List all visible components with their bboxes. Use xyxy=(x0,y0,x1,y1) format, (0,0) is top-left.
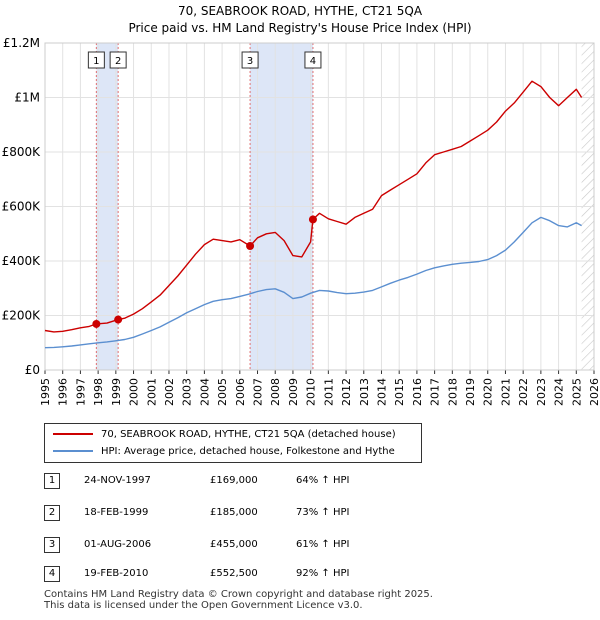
sale-label-frame xyxy=(241,51,259,69)
y-tick-label: £0 xyxy=(25,363,40,377)
attribution-line: Contains HM Land Registry data © Crown c… xyxy=(44,589,433,600)
x-tick-label: 1995 xyxy=(39,378,52,406)
x-tick-label: 2025 xyxy=(570,378,583,406)
sale-label-frame xyxy=(87,51,105,69)
x-tick-label: 2006 xyxy=(234,378,247,406)
sale-label-frame xyxy=(109,51,127,69)
legend-swatch-hpi xyxy=(53,450,93,452)
x-tick-label: 2001 xyxy=(145,378,158,406)
transaction-price: £552,500 xyxy=(210,568,258,579)
legend-label-hpi: HPI: Average price, detached house, Folk… xyxy=(101,446,395,457)
x-tick-label: 2018 xyxy=(446,378,459,406)
plot-frame xyxy=(44,42,595,371)
x-tick-label: 1996 xyxy=(57,378,70,406)
x-tick-label: 1999 xyxy=(110,378,123,406)
x-tick-label: 1998 xyxy=(92,378,105,406)
hpi-line xyxy=(44,216,582,349)
transaction-price: £169,000 xyxy=(210,475,258,486)
x-tick-label: 2020 xyxy=(482,378,495,406)
sale-label-box: 2 xyxy=(109,51,127,69)
x-tick-label: 2016 xyxy=(411,378,424,406)
x-tick-label: 2004 xyxy=(198,378,211,406)
y-tick-label: £1M xyxy=(14,91,40,105)
x-tick-label: 2005 xyxy=(216,378,229,406)
y-tick-label: £1.2M xyxy=(3,36,40,50)
y-tick-label: £200K xyxy=(2,309,42,323)
legend-label-property: 70, SEABROOK ROAD, HYTHE, CT21 5QA (deta… xyxy=(101,429,396,440)
transaction-marker: 4 xyxy=(44,566,60,582)
x-tick-label: 1997 xyxy=(74,378,87,406)
y-tick-label: £600K xyxy=(2,200,42,214)
legend-item-property: 70, SEABROOK ROAD, HYTHE, CT21 5QA (deta… xyxy=(53,427,396,443)
sale-label-frame xyxy=(304,51,322,69)
transaction-hpi-change: 73% ↑ HPI xyxy=(296,507,350,518)
transaction-date: 19-FEB-2010 xyxy=(84,568,149,579)
chart-legend: 70, SEABROOK ROAD, HYTHE, CT21 5QA (deta… xyxy=(44,423,422,463)
legend-item-hpi: HPI: Average price, detached house, Folk… xyxy=(53,444,395,460)
sale-label-number: 3 xyxy=(247,56,253,67)
x-tick-label: 2023 xyxy=(535,378,548,406)
license-line: This data is licensed under the Open Gov… xyxy=(44,600,363,611)
transaction-hpi-change: 92% ↑ HPI xyxy=(296,568,350,579)
price-chart: 70, SEABROOK ROAD, HYTHE, CT21 5QA Price … xyxy=(2,4,600,406)
transaction-date: 24-NOV-1997 xyxy=(84,475,151,486)
legend-swatch-property xyxy=(53,433,93,435)
transaction-marker: 1 xyxy=(44,473,60,489)
sale-label-box: 1 xyxy=(87,51,105,69)
sale-label-box: 4 xyxy=(304,51,322,69)
attribution-footer: Contains HM Land Registry data © Crown c… xyxy=(44,589,433,611)
x-tick-label: 2024 xyxy=(553,378,566,406)
transaction-date: 18-FEB-1999 xyxy=(84,507,149,518)
chart-title: 70, SEABROOK ROAD, HYTHE, CT21 5QA xyxy=(178,4,423,18)
sale-label-box: 3 xyxy=(241,51,259,69)
chart-subtitle: Price paid vs. HM Land Registry's House … xyxy=(128,21,471,35)
transaction-hpi-change: 64% ↑ HPI xyxy=(296,475,350,486)
x-tick-label: 2021 xyxy=(499,378,512,406)
transaction-hpi-change: 61% ↑ HPI xyxy=(296,539,350,550)
sale-label-number: 1 xyxy=(93,56,99,67)
x-tick-label: 2007 xyxy=(252,378,265,406)
x-tick-label: 2000 xyxy=(128,378,141,406)
x-tick-label: 2012 xyxy=(340,378,353,406)
transaction-price: £455,000 xyxy=(210,539,258,550)
x-tick-label: 2026 xyxy=(588,378,600,406)
x-tick-label: 2019 xyxy=(464,378,477,406)
x-tick-label: 2017 xyxy=(429,378,442,406)
x-tick-label: 2009 xyxy=(287,378,300,406)
sale-point xyxy=(246,242,255,251)
y-tick-label: £800K xyxy=(2,145,42,159)
sale-label-number: 4 xyxy=(310,56,316,67)
x-tick-label: 2011 xyxy=(322,378,335,406)
y-tick-label: £400K xyxy=(2,254,42,268)
x-tick-label: 2013 xyxy=(358,378,371,406)
sale-point xyxy=(114,315,123,324)
transaction-marker: 3 xyxy=(44,537,60,553)
sale-point xyxy=(92,319,101,328)
x-tick-label: 2015 xyxy=(393,378,406,406)
x-tick-label: 2008 xyxy=(269,378,282,406)
x-tick-label: 2002 xyxy=(163,378,176,406)
x-tick-label: 2003 xyxy=(181,378,194,406)
transaction-marker: 2 xyxy=(44,505,60,521)
sale-point xyxy=(308,215,317,224)
sale-label-number: 2 xyxy=(115,56,121,67)
x-tick-label: 2022 xyxy=(517,378,530,406)
transaction-date: 01-AUG-2006 xyxy=(84,539,152,550)
x-tick-label: 2014 xyxy=(375,378,388,406)
x-tick-label: 2010 xyxy=(305,378,318,406)
transaction-price: £185,000 xyxy=(210,507,258,518)
